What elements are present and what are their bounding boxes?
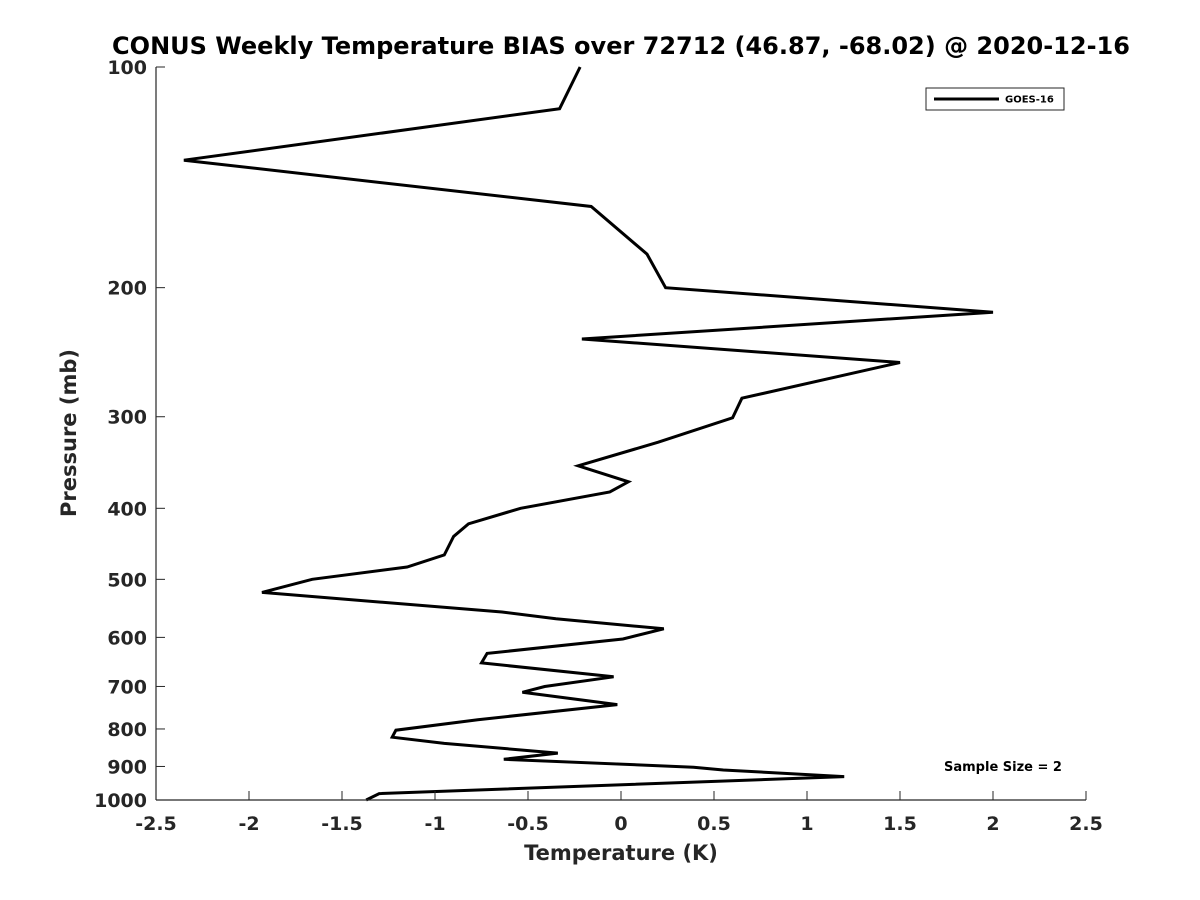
x-tick-label: -2	[238, 813, 259, 835]
y-axis: 100 200 300 400 500 600 700 800 900 1000	[94, 57, 165, 812]
y-tick-label: 100	[107, 57, 147, 79]
y-tick-label: 1000	[94, 790, 147, 812]
legend-label-goes-16: GOES-16	[1005, 95, 1054, 106]
x-axis-label: Temperature (K)	[524, 841, 718, 865]
sample-size-annotation: Sample Size = 2	[944, 760, 1062, 775]
y-tick-label: 400	[107, 498, 147, 520]
x-tick-label: 1.5	[883, 813, 917, 835]
y-tick-label: 200	[107, 278, 147, 300]
x-tick-label: -1	[424, 813, 445, 835]
x-axis: -2.5 -2 -1.5 -1 -0.5 0 0.5 1 1.5 2 2.5	[135, 791, 1103, 835]
plot-area	[156, 67, 1086, 800]
y-tick-label: 800	[107, 719, 147, 741]
x-tick-label: -2.5	[135, 813, 177, 835]
legend: GOES-16	[925, 87, 1065, 111]
y-tick-label: 600	[107, 627, 147, 649]
x-tick-label: 0	[614, 813, 627, 835]
x-tick-label: 2	[986, 813, 999, 835]
y-tick-label: 900	[107, 756, 147, 778]
x-tick-label: 0.5	[697, 813, 731, 835]
y-tick-label: 300	[107, 407, 147, 429]
series-line-0	[183, 66, 994, 802]
x-tick-label: -1.5	[321, 813, 363, 835]
chart-title: CONUS Weekly Temperature BIAS over 72712…	[112, 32, 1130, 60]
y-tick-label: 500	[107, 569, 147, 591]
y-axis-label: Pressure (mb)	[57, 349, 81, 517]
x-tick-label: -0.5	[507, 813, 549, 835]
x-tick-label: 1	[800, 813, 813, 835]
y-tick-label: 700	[107, 676, 147, 698]
x-tick-label: 2.5	[1069, 813, 1103, 835]
plot-layer	[183, 66, 994, 802]
